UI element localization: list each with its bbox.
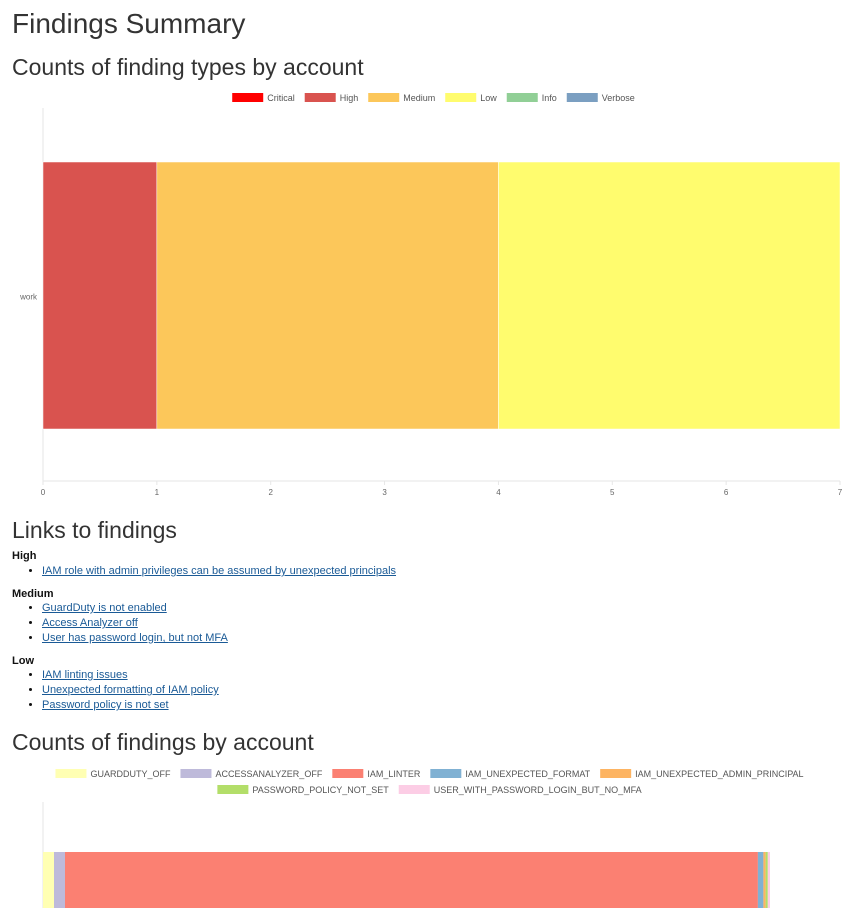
section-title-finding-types: Counts of finding types by account	[12, 54, 364, 80]
finding-link[interactable]: Unexpected formatting of IAM policy	[42, 684, 219, 696]
findings-by-account-chart: GUARDDUTY_OFF ACCESSANALYZER_OFF IAM_LINTE…	[42, 769, 804, 908]
legend-label-info: Info	[542, 93, 557, 103]
legend-swatch-iam-linter	[332, 769, 364, 778]
list-item: IAM role with admin privileges can be as…	[42, 564, 396, 579]
finding-types-chart: Critical High Medium Low Info Verbose 0 1 2 3 4 5 6 7…	[19, 93, 843, 497]
legend-swatch-low	[445, 93, 477, 102]
legend-label-guardduty-off: GUARDDUTY_OFF	[90, 769, 171, 779]
x-tick-label: 7	[838, 488, 843, 497]
finding-link[interactable]: User has password login, but not MFA	[42, 632, 228, 644]
legend-label-medium: Medium	[403, 93, 435, 103]
list-item: Unexpected formatting of IAM policy	[42, 683, 219, 698]
legend-swatch-user-with-password-login-but-no-mfa	[398, 785, 430, 794]
legend-label-accessanalyzer-off: ACCESSANALYZER_OFF	[215, 769, 322, 779]
legend-swatch-info	[506, 93, 538, 102]
finding-link[interactable]: GuardDuty is not enabled	[42, 602, 167, 614]
legend-label-verbose: Verbose	[602, 93, 635, 103]
bar-iam-linter	[64, 852, 758, 908]
legend-swatch-medium	[368, 93, 400, 102]
finding-link[interactable]: Access Analyzer off	[42, 617, 138, 629]
legend-swatch-critical	[232, 93, 264, 102]
x-tick-label: 4	[496, 488, 501, 497]
legend-label-user-with-password-login-but-no-mfa: USER_WITH_PASSWORD_LOGIN_BUT_NO_MFA	[434, 785, 642, 795]
bar-guardduty-off	[43, 852, 54, 908]
legend-swatch-iam-unexpected-admin-principal	[600, 769, 632, 778]
medium-findings-list: GuardDuty is not enabled Access Analyzer…	[12, 601, 228, 646]
page-title: Findings Summary	[12, 8, 246, 39]
section-title-findings: Counts of findings by account	[12, 729, 314, 755]
x-tick-label: 3	[382, 488, 387, 497]
x-tick-label: 5	[610, 488, 615, 497]
legend-label-iam-unexpected-format: IAM_UNEXPECTED_FORMAT	[465, 769, 590, 779]
severity-label-medium: Medium	[12, 588, 54, 600]
legend-swatch-verbose	[566, 93, 598, 102]
legend-label-high: High	[340, 93, 359, 103]
list-item: Password policy is not set	[42, 698, 219, 713]
x-tick-label: 1	[155, 488, 160, 497]
bar-user-with-password-login-but-no-mfa	[767, 852, 770, 908]
x-tick-label: 0	[41, 488, 46, 497]
bar-password-policy-not-set	[765, 852, 768, 908]
severity-label-high: High	[12, 550, 37, 562]
low-findings-list: IAM linting issues Unexpected formatting…	[12, 668, 219, 713]
finding-link[interactable]: IAM linting issues	[42, 669, 128, 681]
finding-link[interactable]: IAM role with admin privileges can be as…	[42, 565, 397, 577]
bar-medium	[156, 161, 499, 430]
list-item: Access Analyzer off	[42, 616, 228, 631]
x-tick-label: 6	[724, 488, 729, 497]
legend-swatch-password-policy-not-set	[217, 785, 249, 794]
section-title-links: Links to findings	[12, 517, 177, 543]
bar-high	[42, 161, 158, 430]
legend-swatch-accessanalyzer-off	[180, 769, 212, 778]
legend-label-password-policy-not-set: PASSWORD_POLICY_NOT_SET	[252, 785, 389, 795]
legend-swatch-high	[304, 93, 336, 102]
legend-swatch-iam-unexpected-format	[430, 769, 462, 778]
legend-label-low: Low	[480, 93, 497, 103]
legend-label-iam-unexpected-admin-principal: IAM_UNEXPECTED_ADMIN_PRINCIPAL	[635, 769, 803, 779]
bar-iam-unexpected-format	[757, 852, 764, 908]
list-item: IAM linting issues	[42, 668, 219, 683]
high-findings-list: IAM role with admin privileges can be as…	[12, 564, 396, 579]
legend-label-critical: Critical	[267, 93, 295, 103]
list-item: GuardDuty is not enabled	[42, 601, 228, 616]
severity-label-low: Low	[12, 655, 34, 667]
y-category-label: work	[19, 293, 38, 302]
bar-iam-unexpected-admin-principal	[763, 852, 766, 908]
bar-accessanalyzer-off	[53, 852, 65, 908]
legend-label-iam-linter: IAM_LINTER	[367, 769, 421, 779]
x-tick-label: 2	[268, 488, 273, 497]
finding-link[interactable]: Password policy is not set	[42, 699, 169, 711]
legend-swatch-guardduty-off	[55, 769, 87, 778]
bar-low	[498, 161, 841, 430]
list-item: User has password login, but not MFA	[42, 631, 228, 646]
